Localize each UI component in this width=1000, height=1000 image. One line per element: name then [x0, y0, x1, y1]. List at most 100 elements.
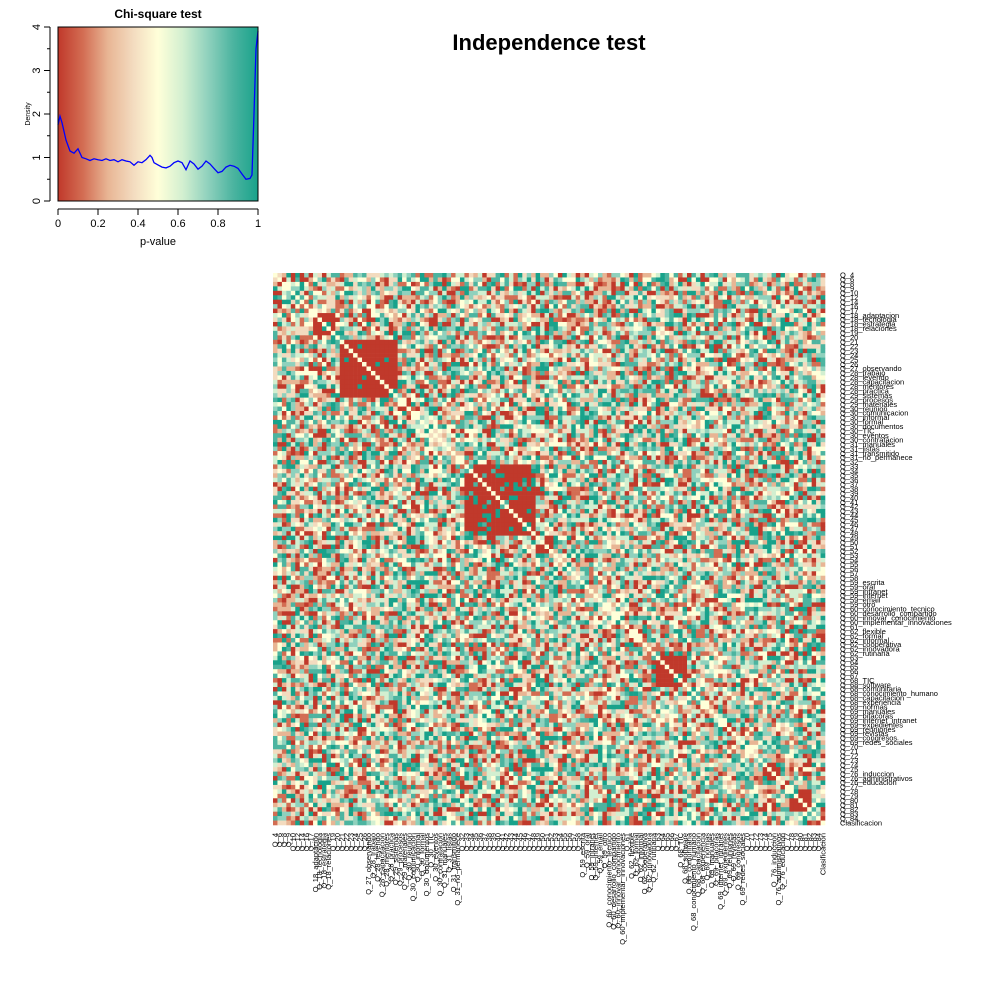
- heatmap-cell: [611, 370, 617, 376]
- heatmap-cell: [749, 446, 755, 452]
- heatmap-cell: [753, 335, 759, 341]
- heatmap-cell: [486, 442, 492, 447]
- heatmap-cell: [597, 273, 603, 278]
- heatmap-cell: [500, 295, 505, 301]
- heatmap-cell: [606, 290, 612, 296]
- heatmap-cell: [615, 344, 621, 349]
- heatmap-cell: [353, 277, 358, 283]
- heatmap-cell: [468, 308, 474, 314]
- heatmap-cell: [816, 273, 821, 278]
- heatmap-cell: [660, 290, 666, 296]
- heatmap-cell: [580, 313, 585, 318]
- heatmap-cell: [753, 384, 759, 390]
- heatmap-cell: [357, 366, 363, 372]
- heatmap-cell: [735, 415, 741, 421]
- heatmap-cell: [544, 353, 550, 358]
- heatmap-cell: [704, 433, 710, 439]
- heatmap-cell: [317, 330, 323, 336]
- heatmap-cell: [504, 344, 510, 349]
- heatmap-cell: [704, 317, 710, 323]
- heatmap-cell: [313, 419, 318, 425]
- heatmap-cell: [446, 419, 452, 425]
- heatmap-cell: [593, 326, 599, 332]
- heatmap-cell: [789, 330, 795, 336]
- heatmap-cell: [281, 384, 287, 390]
- heatmap-cell: [816, 344, 821, 349]
- heatmap-cell: [370, 290, 376, 296]
- heatmap-cell: [709, 393, 715, 398]
- heatmap-cell: [348, 379, 354, 385]
- heatmap-cell: [304, 348, 309, 354]
- heatmap-cell: [419, 411, 425, 416]
- heatmap-cell: [375, 411, 381, 416]
- heatmap-cell: [606, 357, 612, 363]
- heatmap-cell: [615, 366, 621, 372]
- heatmap-cell: [606, 330, 612, 336]
- heatmap-cell: [753, 304, 759, 309]
- heatmap-cell: [522, 290, 528, 296]
- heatmap-cell: [419, 286, 425, 292]
- heatmap-cell: [646, 379, 652, 385]
- heatmap-cell: [646, 290, 652, 296]
- heatmap-cell: [295, 433, 301, 439]
- heatmap-cell: [522, 321, 528, 327]
- heatmap-cell: [433, 277, 439, 283]
- heatmap-cell: [286, 290, 292, 296]
- heatmap-cell: [722, 290, 728, 296]
- heatmap-cell: [446, 290, 452, 296]
- heatmap-cell: [442, 357, 447, 363]
- heatmap-cell: [633, 419, 639, 425]
- heatmap-cell: [388, 357, 394, 363]
- heatmap-cell: [321, 313, 327, 318]
- heatmap-cell: [415, 281, 421, 287]
- heatmap-cell: [678, 370, 683, 376]
- heatmap-cell: [566, 326, 572, 332]
- heatmap-cell: [624, 339, 630, 345]
- heatmap-cell: [442, 353, 447, 358]
- heatmap-cell: [673, 442, 679, 447]
- heatmap-cell: [695, 357, 701, 363]
- heatmap-cell: [682, 308, 688, 314]
- heatmap-cell: [704, 446, 710, 452]
- heatmap-cell: [669, 326, 674, 332]
- heatmap-cell: [442, 339, 447, 345]
- heatmap-cell: [611, 290, 617, 296]
- heatmap-cell: [419, 321, 425, 327]
- heatmap-cell: [602, 286, 608, 292]
- heatmap-cell: [477, 362, 483, 367]
- heatmap-cell: [495, 330, 501, 336]
- heatmap-cell: [704, 370, 710, 376]
- heatmap-cell: [602, 362, 608, 367]
- heatmap-cell: [713, 406, 719, 412]
- heatmap-cell: [339, 299, 345, 305]
- heatmap-cell: [820, 286, 826, 292]
- heatmap-cell: [370, 299, 376, 305]
- heatmap-cell: [393, 295, 398, 301]
- heatmap-cell: [807, 442, 812, 447]
- heatmap-cell: [566, 424, 572, 430]
- heatmap-cell: [330, 348, 336, 354]
- heatmap-cell: [798, 424, 804, 430]
- heatmap-cell: [776, 428, 781, 434]
- heatmap-cell: [304, 419, 309, 425]
- heatmap-cell: [446, 428, 452, 434]
- heatmap-cell: [655, 308, 661, 314]
- heatmap-cell: [451, 415, 456, 421]
- heatmap-cell: [317, 446, 323, 452]
- heatmap-cell: [762, 397, 768, 403]
- heatmap-cell: [384, 388, 390, 394]
- heatmap-cell: [468, 313, 474, 318]
- heatmap-cell: [691, 348, 697, 354]
- heatmap-cell: [335, 446, 341, 452]
- heatmap-cell: [335, 357, 341, 363]
- heatmap-cell: [335, 313, 341, 318]
- heatmap-cell: [508, 308, 514, 314]
- heatmap-cell: [446, 321, 452, 327]
- heatmap-cell: [388, 295, 394, 301]
- heatmap-cell: [771, 375, 777, 381]
- heatmap-cell: [669, 317, 674, 323]
- heatmap-cell: [646, 330, 652, 336]
- heatmap-cell: [473, 304, 479, 309]
- heatmap-cell: [660, 339, 666, 345]
- heatmap-cell: [691, 299, 697, 305]
